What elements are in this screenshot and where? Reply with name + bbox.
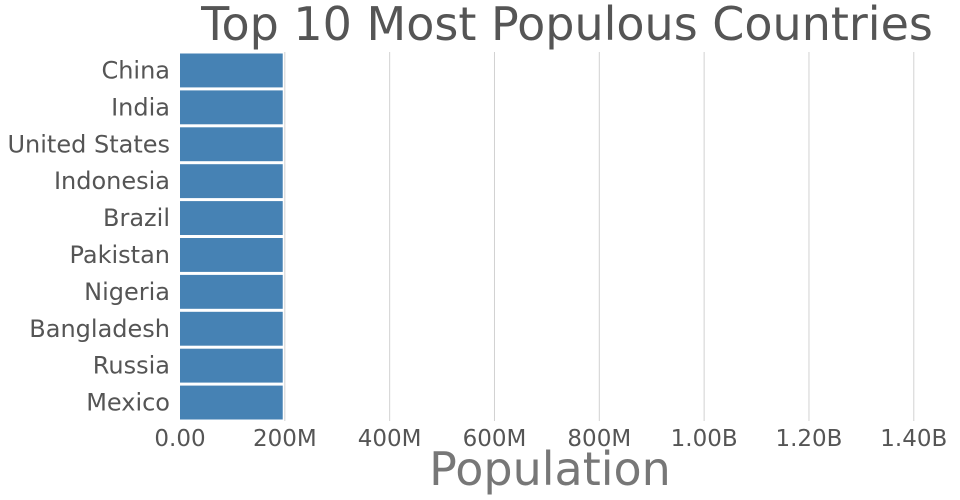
bars — [180, 53, 283, 420]
bar — [180, 385, 283, 420]
x-tick-label: 1.00B — [671, 426, 738, 452]
bar — [180, 311, 283, 346]
category-label: India — [111, 93, 170, 121]
category-label: Nigeria — [84, 278, 170, 306]
x-tick-label: 600M — [463, 426, 527, 452]
category-label: Indonesia — [54, 167, 170, 195]
bar — [180, 274, 283, 309]
x-tick-label: 800M — [567, 426, 631, 452]
gridlines — [284, 52, 915, 421]
category-label: Russia — [93, 352, 170, 380]
category-label: Bangladesh — [29, 315, 170, 343]
x-tick-label: 200M — [253, 426, 317, 452]
category-label: Pakistan — [70, 241, 171, 269]
bar — [180, 90, 283, 125]
bar — [180, 164, 283, 199]
x-axis-labels: 0.00 200M 400M 600M 800M 1.00B 1.20B 1.40B — [154, 426, 947, 452]
bar — [180, 127, 283, 162]
x-tick-label: 1.40B — [880, 426, 947, 452]
category-label: United States — [7, 130, 170, 158]
bar — [180, 53, 283, 88]
x-tick-label: 0.00 — [154, 426, 205, 452]
bar — [180, 348, 283, 383]
chart-title: Top 10 Most Populous Countries — [200, 0, 933, 51]
x-tick-label: 400M — [358, 426, 422, 452]
x-axis-title: Population — [429, 442, 671, 496]
bar — [180, 201, 283, 235]
bar — [180, 238, 283, 272]
x-tick-label: 1.20B — [775, 426, 842, 452]
category-label: China — [101, 56, 170, 84]
y-axis-labels: China India United States Indonesia Brazil Pa… — [7, 56, 170, 416]
category-label: Brazil — [103, 204, 170, 232]
category-label: Mexico — [86, 389, 170, 417]
